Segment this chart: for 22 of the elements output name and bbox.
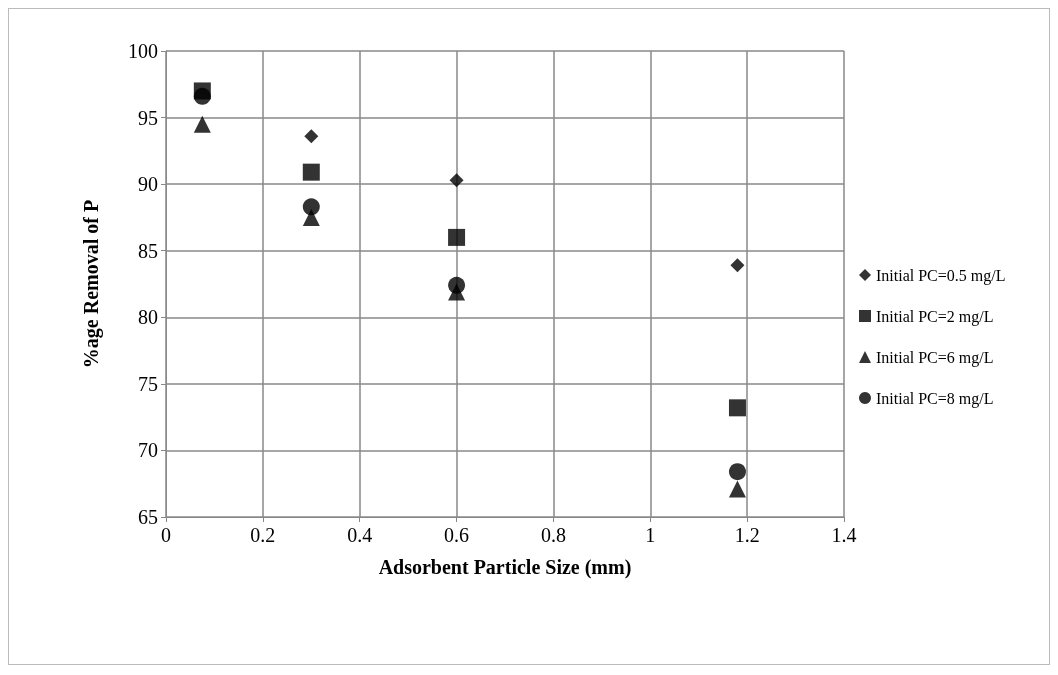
y-axis-title: %age Removal of P [80,199,103,369]
x-tick-label: 1 [645,524,656,546]
legend-label: Initial PC=6 mg/L [876,348,994,367]
x-tick-label: 1.2 [734,524,760,546]
y-tick-label: 80 [138,306,158,329]
y-tick-label: 70 [138,439,158,462]
y-tick-label: 90 [138,173,158,196]
x-tick-label: 0.8 [540,524,566,546]
x-axis-title: Adsorbent Particle Size (mm) [378,556,632,579]
y-tick-label: 65 [138,506,158,528]
x-tick-label: 0.4 [347,524,373,546]
y-tick-label: 100 [128,40,158,62]
y-tick-label: 95 [138,106,158,129]
x-tick-label: 1.4 [831,524,857,546]
y-tick-label: 75 [138,372,158,395]
x-tick-label: 0.6 [444,524,470,546]
legend-label: Initial PC=8 mg/L [876,389,994,408]
x-tick-label: 0.2 [250,524,276,546]
legend-label: Initial PC=2 mg/L [876,307,994,326]
x-tick-label: 0 [161,524,171,546]
y-tick-label: 85 [138,239,158,262]
legend-label: Initial PC=0.5 mg/L [876,266,1006,285]
